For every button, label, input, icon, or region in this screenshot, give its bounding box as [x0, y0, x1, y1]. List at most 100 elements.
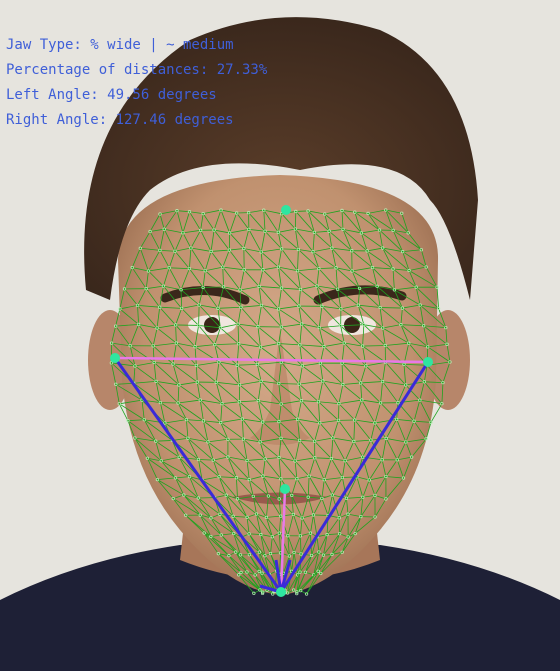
mesh-edge [331, 536, 349, 555]
mesh-edge [260, 231, 266, 253]
mesh-edge [174, 250, 190, 269]
mesh-edge [148, 267, 170, 272]
mesh-vertex [201, 285, 205, 290]
mesh-vertex [254, 512, 259, 516]
mesh-edge [318, 401, 339, 421]
mesh-vertex [299, 399, 304, 403]
mesh-vertex [369, 438, 373, 442]
mesh-vertex [295, 417, 300, 421]
mesh-edge [330, 437, 334, 459]
mesh-edge [227, 456, 248, 461]
mesh-edge [341, 362, 361, 384]
mesh-edge [181, 287, 204, 291]
mesh-edge [382, 247, 410, 271]
mesh-vertex [322, 478, 326, 482]
mesh-edge [149, 231, 161, 251]
mesh-vertex [339, 307, 343, 311]
mesh-vertex [247, 532, 251, 536]
mesh-edge [163, 285, 182, 291]
mesh-edge [246, 517, 262, 535]
mesh-edge [385, 209, 409, 234]
mesh-edge [297, 268, 319, 272]
mesh-edge [396, 419, 407, 443]
mesh-vertex [364, 364, 368, 368]
mesh-edge [189, 268, 206, 272]
mesh-vertex [186, 436, 190, 440]
mesh-vertex [313, 456, 317, 460]
mesh-vertex [327, 229, 331, 233]
mesh-edge [318, 306, 323, 328]
mesh-edge [354, 211, 380, 231]
mesh-edge [278, 498, 294, 515]
mesh-edge [328, 230, 353, 251]
mesh-edge [219, 476, 237, 479]
mesh-vertex [259, 303, 264, 308]
mesh-edge [182, 232, 192, 249]
mesh-vertex [279, 247, 284, 251]
mesh-edge [265, 457, 280, 460]
mesh-edge [278, 383, 300, 385]
mesh-edge [281, 287, 301, 290]
mesh-edge [227, 456, 250, 480]
mesh-edge [229, 249, 245, 271]
mesh-vertex [399, 323, 403, 327]
mesh-edge [345, 456, 363, 462]
mesh-vertex [261, 474, 265, 478]
forehead-landmark [281, 205, 291, 215]
mesh-edge [262, 458, 266, 477]
mesh-edge [201, 479, 227, 496]
mesh-edge [278, 403, 282, 422]
mesh-edge [137, 305, 158, 329]
mesh-edge [392, 268, 395, 290]
mesh-edge [236, 477, 254, 497]
mesh-edge [294, 460, 310, 477]
mesh-vertex [196, 323, 201, 328]
mesh-edge [382, 247, 403, 253]
mesh-edge [318, 401, 339, 405]
mesh-edge [187, 437, 209, 443]
mesh-edge [237, 364, 258, 366]
mesh-edge [297, 418, 320, 424]
mesh-vertex [231, 514, 235, 518]
mesh-edge [321, 306, 341, 327]
mesh-edge [278, 498, 282, 517]
mesh-edge [137, 304, 160, 308]
mesh-vertex [109, 341, 114, 345]
mesh-edge [307, 210, 315, 233]
mesh-edge [261, 304, 279, 310]
mesh-edge [279, 552, 281, 575]
mesh-edge [237, 323, 258, 328]
mesh-vertex [341, 382, 345, 387]
mesh-vertex [337, 401, 341, 406]
mesh-vertex [378, 305, 382, 310]
mesh-edge [260, 251, 264, 270]
mesh-edge [256, 346, 261, 365]
mesh-edge [368, 479, 376, 496]
mesh-edge [218, 361, 240, 386]
mesh-edge [218, 553, 239, 576]
mesh-edge [446, 344, 451, 363]
measurement-guides [110, 205, 433, 597]
mesh-edge [260, 437, 282, 443]
mesh-edge [341, 536, 349, 553]
mesh-edge [341, 363, 344, 385]
mesh-edge [402, 304, 421, 309]
mesh-vertex [145, 456, 150, 460]
mesh-edge [400, 308, 403, 325]
mesh-edge [155, 441, 162, 461]
mesh-edge [319, 327, 345, 344]
mesh-edge [171, 440, 180, 458]
mesh-edge [203, 532, 230, 556]
mesh-vertex [391, 267, 395, 271]
mesh-edge [360, 495, 376, 517]
mesh-edge [407, 232, 422, 250]
mesh-edge [229, 232, 245, 249]
mesh-vertex [279, 477, 283, 481]
mesh-vertex [370, 265, 375, 270]
mesh-edge [221, 403, 243, 420]
mesh-edge [318, 268, 338, 290]
mesh-edge [318, 267, 337, 270]
mesh-edge [189, 211, 201, 231]
mesh-edge [183, 494, 201, 516]
mesh-vertex [212, 228, 216, 232]
